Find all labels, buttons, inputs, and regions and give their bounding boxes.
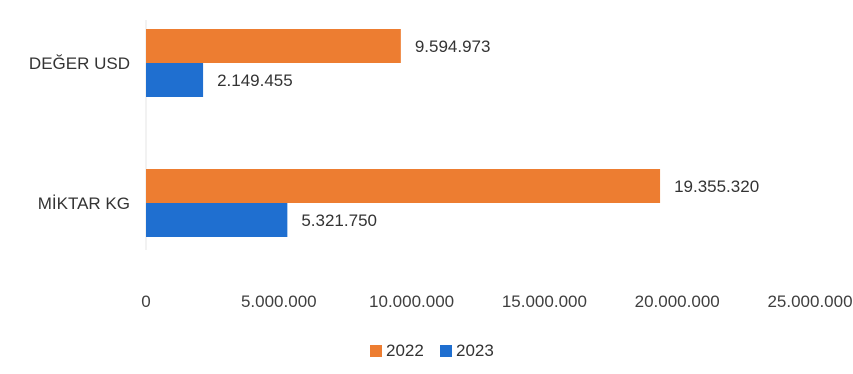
data-label-2022-1: 19.355.320: [674, 177, 759, 196]
bar-2023-1: [146, 203, 288, 237]
x-tick-label-3: 15.000.000: [502, 292, 587, 311]
legend-swatch-2022: [370, 345, 382, 357]
legend-swatch-2023: [440, 345, 452, 357]
x-tick-label-5: 25.000.000: [767, 292, 852, 311]
data-label-2023-0: 2.149.455: [217, 71, 293, 90]
legend-label-2023: 2023: [456, 341, 494, 360]
legend-label-2022: 2022: [386, 341, 424, 360]
data-label-2023-1: 5.321.750: [301, 211, 377, 230]
bar-2022-0: [146, 29, 401, 63]
x-tick-label-2: 10.000.000: [369, 292, 454, 311]
x-tick-label-4: 20.000.000: [635, 292, 720, 311]
x-tick-label-0: 0: [141, 292, 150, 311]
bar-2022-1: [146, 169, 661, 203]
category-label-0: DEĞER USD: [29, 54, 130, 73]
category-label-1: MİKTAR KG: [38, 194, 130, 213]
data-label-2022-0: 9.594.973: [415, 37, 491, 56]
x-tick-label-1: 5.000.000: [241, 292, 317, 311]
bar-2023-0: [146, 63, 204, 97]
